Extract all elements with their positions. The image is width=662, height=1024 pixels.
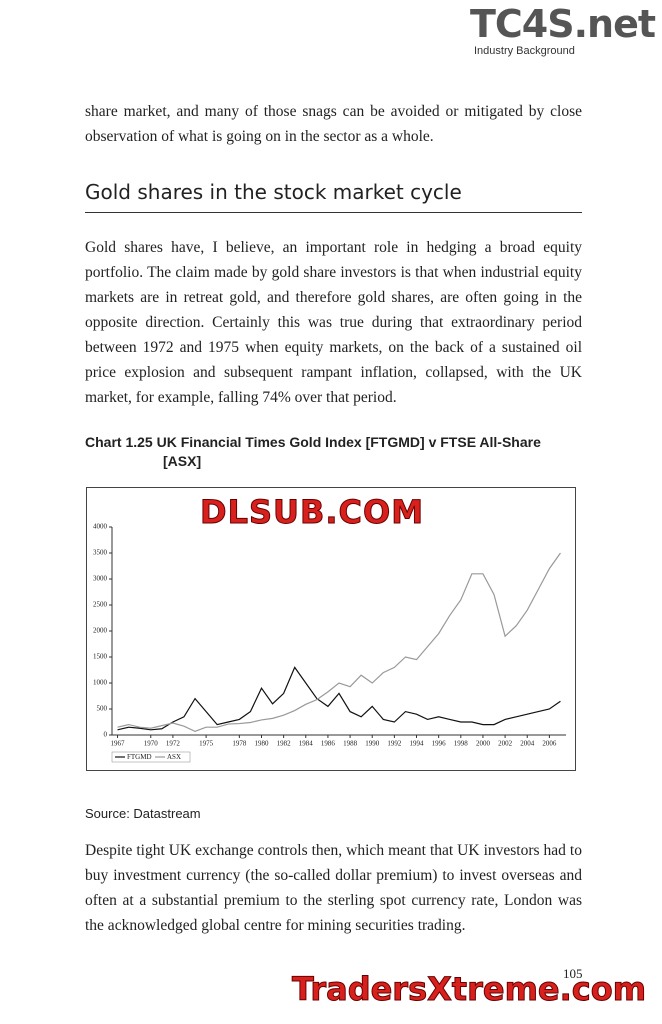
- x-tick-label: 1970: [144, 740, 159, 748]
- y-tick-label: 500: [97, 705, 108, 713]
- series-line: [117, 552, 561, 733]
- x-tick-label: 1992: [387, 740, 402, 748]
- x-tick-label: 2006: [542, 740, 557, 748]
- x-tick-label: 1996: [432, 740, 447, 748]
- x-tick-label: 1988: [343, 740, 358, 748]
- x-tick-label: 1994: [410, 740, 425, 748]
- x-tick-label: 1980: [254, 740, 268, 748]
- brand-watermark: TC4S.net: [470, 2, 656, 46]
- section-heading: Gold shares in the stock market cycle: [85, 180, 582, 213]
- chart: 0 500 1000 1500 2000 2500 3000 3500 4000 1967 1970…: [86, 487, 576, 771]
- x-tick-label: 1986: [321, 740, 336, 748]
- x-tick-label: 2002: [498, 740, 512, 748]
- source-note: Source: Datastream: [85, 806, 201, 821]
- series-line: [117, 666, 561, 731]
- y-tick-label: 4000: [93, 523, 108, 531]
- legend-box: [111, 751, 191, 763]
- legend-label: FTGMD: [127, 753, 152, 761]
- x-tick-label: 1990: [365, 740, 380, 748]
- running-header: Industry Background: [474, 45, 575, 57]
- y-tick-label: 2500: [93, 601, 108, 609]
- paragraph: Gold shares have, I believe, an importan…: [85, 239, 582, 406]
- x-tick-label: 1982: [277, 740, 292, 748]
- x-tick-label: 1975: [199, 740, 214, 748]
- x-tick-label: 2004: [520, 740, 535, 748]
- paragraph: share market, and many of those snags ca…: [85, 103, 582, 145]
- y-tick-label: 2000: [93, 627, 108, 635]
- x-tick-label: 1998: [454, 740, 469, 748]
- chart-caption: Chart 1.25 UK Financial Times Gold Index…: [85, 434, 541, 469]
- watermark: DLSUB.COM: [199, 493, 425, 532]
- x-tick-label: 2000: [476, 740, 491, 748]
- watermark: TradersXtreme.com: [291, 970, 647, 1009]
- y-tick-label: 1000: [93, 679, 108, 687]
- x-tick-label: 1978: [232, 740, 247, 748]
- chart-frame: [86, 487, 576, 771]
- x-tick-label: 1972: [166, 740, 181, 748]
- legend-label: ASX: [167, 753, 181, 761]
- x-tick-label: 1984: [299, 740, 314, 748]
- x-tick-label: 1967: [111, 740, 126, 748]
- y-tick-label: 1500: [93, 653, 108, 661]
- y-tick-label: 3500: [93, 549, 108, 557]
- y-tick-label: 0: [104, 731, 108, 739]
- y-tick-label: 3000: [93, 575, 108, 583]
- page-number: 105: [563, 966, 583, 981]
- paragraph: Despite tight UK exchange controls then,…: [85, 842, 582, 934]
